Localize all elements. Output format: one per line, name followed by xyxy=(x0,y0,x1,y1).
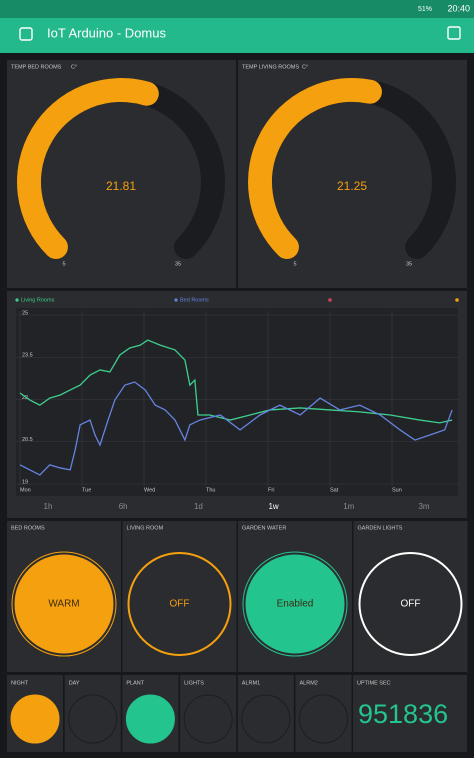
legend-label: Bed Rooms xyxy=(180,297,209,303)
gauge-label: TEMP BED ROOMS xyxy=(11,64,62,70)
y-tick-label: 22 xyxy=(22,395,28,401)
legend-dot xyxy=(15,298,19,302)
led-label: LIGHTS xyxy=(184,680,204,686)
period-tab[interactable]: 1d xyxy=(194,502,203,511)
stop-button[interactable] xyxy=(447,26,461,40)
button[interactable] xyxy=(358,552,463,656)
gauge-value: 21.81 xyxy=(106,179,136,193)
gauge-unit: C° xyxy=(302,64,308,70)
status-bar xyxy=(0,0,474,18)
button-state: Enabled xyxy=(277,599,314,610)
x-tick-label: Thu xyxy=(206,487,215,493)
content: TEMP BED ROOMS C° 21.81 5 35 TEMP LIVING ROOM… xyxy=(7,60,468,752)
app-title: IoT Arduino - Domus xyxy=(47,25,166,40)
button-label: LIVING ROOM xyxy=(127,525,164,531)
header xyxy=(0,18,474,53)
led xyxy=(68,694,118,744)
gauge-unit: C° xyxy=(71,64,77,70)
uptime-value: 951836 xyxy=(358,699,448,729)
series-line xyxy=(19,339,453,424)
led-label: DAY xyxy=(69,680,80,686)
led xyxy=(125,694,175,744)
clock: 20:40 xyxy=(447,3,470,13)
gauge-value: 21.25 xyxy=(337,179,367,193)
gauge-value-arc xyxy=(17,78,159,260)
button-state: WARM xyxy=(48,599,79,610)
gauge-min: 5 xyxy=(293,261,296,267)
battery: 51% xyxy=(418,6,432,13)
button-state: OFF xyxy=(170,599,190,610)
plot-area xyxy=(16,308,458,496)
button-label: BED ROOMS xyxy=(11,525,45,531)
x-tick-label: Fri xyxy=(268,487,274,493)
widget-card xyxy=(122,521,237,672)
x-tick-label: Tue xyxy=(82,487,91,493)
period-tab[interactable]: 6h xyxy=(119,502,128,511)
button-label: GARDEN WATER xyxy=(242,525,286,531)
gauge-value-arc xyxy=(248,78,382,260)
y-tick-label: 25 xyxy=(22,310,28,316)
legend-dot xyxy=(174,298,178,302)
x-tick-label: Wed xyxy=(144,487,155,493)
led xyxy=(299,694,348,744)
legend-label: Living Rooms xyxy=(21,297,55,303)
button-ring xyxy=(242,551,348,657)
widget-card xyxy=(353,521,468,672)
y-tick-label: 20.5 xyxy=(22,437,33,443)
button[interactable] xyxy=(127,552,232,656)
device-icon[interactable] xyxy=(19,27,33,41)
gauge-max: 35 xyxy=(406,261,412,267)
period-tab[interactable]: 1m xyxy=(343,502,354,511)
led xyxy=(10,694,60,744)
y-tick-label: 23.5 xyxy=(22,353,33,359)
led xyxy=(241,694,291,744)
led xyxy=(183,694,233,744)
led-label: NIGHT xyxy=(11,680,29,686)
button-label: GARDEN LIGHTS xyxy=(358,525,403,531)
x-tick-label: Mon xyxy=(20,487,31,493)
y-tick-label: 19 xyxy=(22,479,28,485)
legend-dot xyxy=(328,298,332,302)
legend-dot xyxy=(455,298,459,302)
x-tick-label: Sat xyxy=(330,487,339,493)
widget-card xyxy=(353,675,467,752)
led-label: ALRM2 xyxy=(300,680,318,686)
led-label: ALRM1 xyxy=(242,680,260,686)
x-tick-label: Sun xyxy=(392,487,402,493)
button[interactable] xyxy=(245,554,345,654)
gauge-min: 5 xyxy=(62,261,65,267)
led-label: PLANT xyxy=(126,680,144,686)
button[interactable] xyxy=(14,554,114,654)
gauge-max: 35 xyxy=(175,261,181,267)
button-state: OFF xyxy=(401,599,421,610)
period-tab[interactable]: 1w xyxy=(268,502,278,511)
uptime-label: UPTIME SEC xyxy=(357,680,391,686)
period-tab[interactable]: 3m xyxy=(418,502,429,511)
series-line xyxy=(19,381,453,476)
gauge-label: TEMP LIVING ROOMS xyxy=(242,64,299,70)
period-tab[interactable]: 1h xyxy=(44,502,53,511)
button-ring xyxy=(11,551,117,657)
